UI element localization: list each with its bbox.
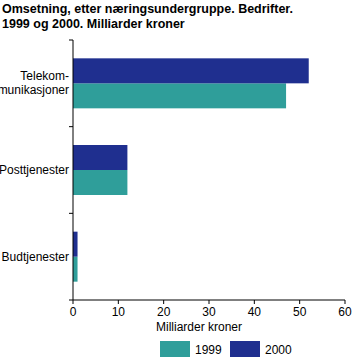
bars [73, 58, 309, 281]
legend-label: 2000 [265, 343, 292, 357]
chart: Omsetning, etter næringsundergruppe. Bed… [0, 0, 356, 362]
bar [73, 170, 127, 195]
legend-swatch [230, 341, 260, 357]
category-label: Posttjenester [0, 163, 69, 177]
category-label: Budtjenester [2, 250, 69, 264]
bar [73, 83, 286, 108]
x-tick [345, 300, 346, 304]
x-tick-label: 30 [202, 305, 216, 319]
bar [73, 145, 127, 170]
category-tick [69, 300, 73, 301]
x-tick-label: 40 [248, 305, 262, 319]
bar [73, 232, 78, 257]
x-axis-label: Milliarder kroner [156, 320, 242, 334]
x-tick [73, 300, 74, 304]
x-tick [254, 300, 255, 304]
bar [73, 58, 309, 83]
x-tick [209, 300, 210, 304]
category-label: Telekom-munikasjoner [0, 69, 69, 97]
bar [73, 257, 78, 282]
category-tick [69, 40, 73, 41]
category-tick [69, 126, 73, 127]
legend-label: 1999 [195, 343, 222, 357]
x-tick-label: 20 [157, 305, 171, 319]
legend-swatch [160, 341, 190, 357]
x-tick-label: 0 [70, 305, 77, 319]
x-tick [118, 300, 119, 304]
title: Omsetning, etter næringsundergruppe. Bed… [2, 2, 293, 31]
x-tick [163, 300, 164, 304]
x-tick-label: 60 [338, 305, 352, 319]
x-tick-label: 10 [112, 305, 126, 319]
x-tick [299, 300, 300, 304]
y-axis [73, 40, 74, 300]
x-tick-label: 50 [293, 305, 307, 319]
category-tick [69, 213, 73, 214]
